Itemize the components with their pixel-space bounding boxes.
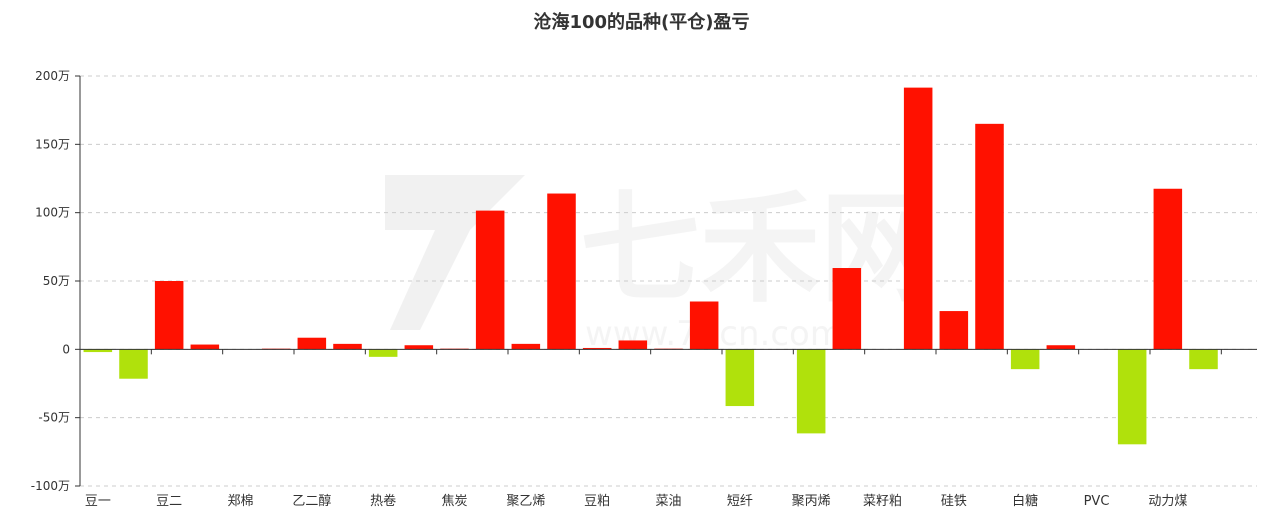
bar-焦炭[interactable] — [511, 343, 541, 350]
grid-lines — [75, 75, 1257, 487]
x-tick-label: 豆一 — [85, 494, 111, 509]
watermark-logo-icon — [385, 175, 525, 330]
bar-A16[interactable] — [618, 340, 648, 350]
watermark-name: 七禾网 — [580, 180, 940, 319]
x-tick-label: 短纤 — [727, 494, 753, 509]
x-tick-label: 硅铁 — [941, 494, 967, 509]
y-tick-label: 200万 — [35, 69, 70, 83]
y-tick-label: 0 — [62, 342, 70, 356]
bar-A24[interactable] — [903, 87, 933, 350]
x-tick-label: 聚乙烯 — [506, 494, 545, 509]
bar-A12[interactable] — [475, 210, 505, 350]
y-tick-labels: 200万 150万 100万 50万 0 -50万 -100万 — [31, 69, 70, 493]
bars — [83, 87, 1218, 445]
bar-菜油[interactable] — [725, 349, 755, 407]
y-tick-label: 50万 — [43, 274, 70, 288]
x-tick-label: 郑棉 — [227, 494, 253, 509]
chart-title: 沧海100的品种(平仓)盈亏 — [533, 12, 750, 33]
bar-A30[interactable] — [1117, 349, 1147, 445]
bar-A28[interactable] — [1046, 345, 1076, 350]
bar-A2[interactable] — [119, 349, 148, 379]
x-tick-label: 白糖 — [1012, 493, 1038, 509]
bar-PVC[interactable] — [1153, 188, 1183, 350]
x-tick-label: 乙二醇 — [292, 493, 331, 509]
x-tick-label: 菜油 — [655, 494, 681, 509]
bar-A22[interactable] — [832, 268, 862, 350]
bar-豆二[interactable] — [154, 281, 184, 350]
x-tick-label: 豆二 — [156, 494, 182, 509]
bar-豆一[interactable] — [83, 349, 113, 353]
watermark: 七禾网 www.7hcn.com — [385, 175, 940, 354]
x-tick-label: 豆粕 — [584, 494, 610, 509]
bar-A4[interactable] — [190, 344, 220, 350]
x-tick-label: PVC — [1084, 494, 1110, 509]
x-tick-label: 热卷 — [370, 493, 396, 509]
y-tick-label: 100万 — [35, 206, 70, 220]
bar-聚乙烯[interactable] — [582, 347, 612, 350]
bar-A32[interactable] — [1189, 349, 1218, 370]
x-tick-labels: 豆一 豆二 郑棉 乙二醇 热卷 焦炭 聚乙烯 豆粕 菜油 短纤 聚丙烯 菜籽粕 硅铁 白糖 PVC 动力煤 — [85, 493, 1188, 509]
x-tick-label: 动力煤 — [1148, 494, 1187, 509]
bar-菜籽粕[interactable] — [939, 311, 969, 350]
bar-硅铁[interactable] — [1010, 349, 1040, 370]
x-tick-label: 菜籽粕 — [863, 494, 902, 509]
y-tick-label: -50万 — [38, 411, 70, 425]
bar-郑棉[interactable] — [297, 337, 327, 350]
bar-A8[interactable] — [333, 343, 362, 350]
y-tick-label: -100万 — [31, 479, 70, 493]
bar-A18[interactable] — [689, 301, 719, 350]
bar-乙二醇[interactable] — [368, 349, 398, 357]
x-tick-label: 聚丙烯 — [792, 494, 831, 509]
bar-短纤[interactable] — [796, 349, 826, 434]
bar-A26[interactable] — [975, 123, 1004, 350]
x-tick-label: 焦炭 — [441, 494, 467, 509]
bar-A10[interactable] — [404, 345, 434, 350]
axes — [79, 76, 1257, 486]
y-tick-label: 150万 — [35, 137, 70, 151]
bar-A14[interactable] — [547, 193, 576, 350]
